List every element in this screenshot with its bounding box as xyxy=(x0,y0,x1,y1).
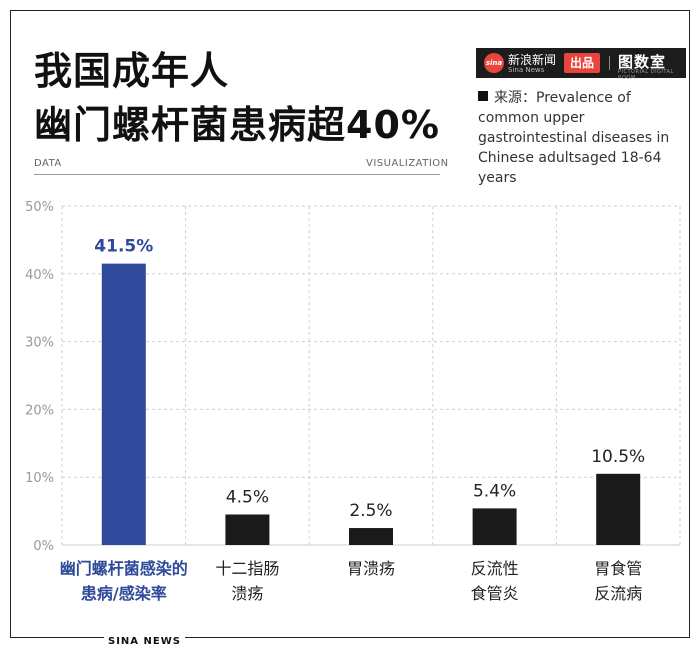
category-label: 幽门螺杆菌感染的 xyxy=(60,559,188,578)
visualization-label: VISUALIZATION xyxy=(366,158,449,169)
category-label: 胃溃疡 xyxy=(347,559,395,578)
bar-value-label: 5.4% xyxy=(473,481,516,501)
y-tick-label: 30% xyxy=(25,336,54,351)
title-line-2: 幽门螺杆菌患病超40% xyxy=(34,103,440,147)
source-note: 来源：Prevalence of common upper gastrointe… xyxy=(478,88,688,188)
y-tick-label: 40% xyxy=(25,268,54,283)
source-text: 来源：Prevalence of common upper gastrointe… xyxy=(478,90,670,186)
brand-bar: sina 新浪新闻 Sina News 出品 图数室 PICTORIAL DIG… xyxy=(476,48,686,81)
sina-logo-icon: sina xyxy=(484,53,504,73)
category-label: 溃疡 xyxy=(231,584,263,603)
chupin-badge: 出品 xyxy=(564,53,600,73)
bar-value-label: 4.5% xyxy=(226,487,269,507)
bar xyxy=(349,528,393,545)
category-label: 食管炎 xyxy=(471,584,519,603)
sina-news-en: Sina News xyxy=(508,66,545,74)
category-label: 反流病 xyxy=(594,584,642,603)
chart-title: 我国成年人 幽门螺杆菌患病超40% xyxy=(34,44,454,152)
title-rule xyxy=(34,174,440,175)
footer-sina-news: SINA NEWS xyxy=(104,636,185,647)
y-tick-label: 20% xyxy=(25,403,54,418)
title-line-1: 我国成年人 xyxy=(34,49,230,93)
brand-separator xyxy=(609,56,610,70)
category-label: 反流性 xyxy=(471,559,519,578)
source-square-icon xyxy=(478,91,488,101)
category-label: 胃食管 xyxy=(594,559,642,578)
y-tick-label: 50% xyxy=(25,200,54,215)
y-tick-label: 10% xyxy=(25,471,54,486)
bar xyxy=(101,263,146,545)
category-label: 患病/感染率 xyxy=(81,584,167,603)
bar xyxy=(596,473,641,545)
category-label: 十二指肠 xyxy=(215,559,279,578)
bar-value-label: 10.5% xyxy=(591,447,645,467)
bar xyxy=(472,508,517,545)
bar-value-label: 41.5% xyxy=(94,237,153,257)
sina-news-cn: 新浪新闻 xyxy=(508,53,557,67)
data-label: DATA xyxy=(34,158,62,169)
bar-value-label: 2.5% xyxy=(349,501,392,521)
tushu-logo: 图数室 xyxy=(618,53,667,71)
y-tick-label: 0% xyxy=(33,539,54,554)
tushu-logo-en: PICTORIAL DIGITAL ROOM xyxy=(618,69,674,81)
bar xyxy=(225,514,270,545)
